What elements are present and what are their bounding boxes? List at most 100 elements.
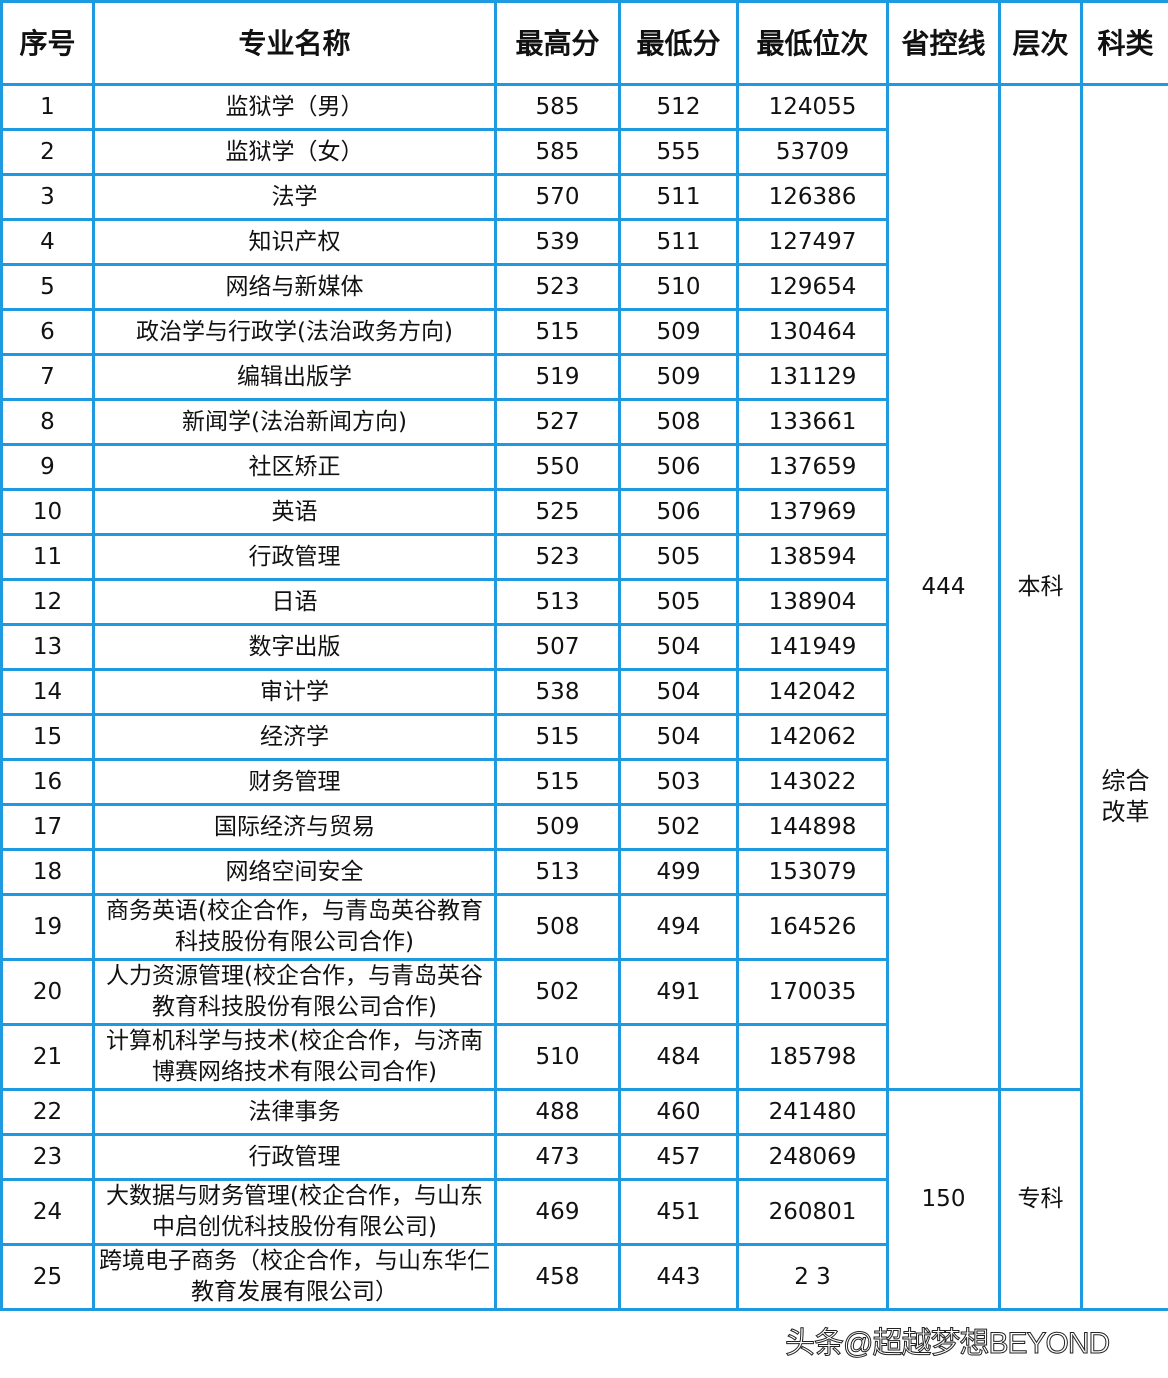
- major-name: 国际经济与贸易: [92, 803, 497, 851]
- header-row: 序号 专业名称 最高分 最低分 最低位次 省控线 层次 科类: [0, 0, 1168, 86]
- table-row: 23 行政管理 473 457 248069: [0, 1133, 1168, 1181]
- major-name: 数字出版: [92, 623, 497, 671]
- row-number: 13: [0, 623, 95, 671]
- major-name: 法律事务: [92, 1088, 497, 1136]
- min-rank: 137969: [736, 488, 889, 536]
- row-number: 2: [0, 128, 95, 176]
- max-score: 502: [494, 958, 621, 1026]
- major-name: 行政管理: [92, 1133, 497, 1181]
- table-row: 7 编辑出版学 519 509 131129: [0, 353, 1168, 401]
- row-number: 15: [0, 713, 95, 761]
- major-name: 网络与新媒体: [92, 263, 497, 311]
- table-row: 15 经济学 515 504 142062: [0, 713, 1168, 761]
- min-score: 491: [618, 958, 739, 1026]
- max-score: 458: [494, 1243, 621, 1311]
- table-row: 11 行政管理 523 505 138594: [0, 533, 1168, 581]
- major-name: 英语: [92, 488, 497, 536]
- major-name: 商务英语(校企合作，与青岛英谷教育科技股份有限公司合作): [92, 893, 497, 961]
- watermark: 头条@超越梦想BEYOND: [784, 1327, 1110, 1361]
- max-score: 509: [494, 803, 621, 851]
- row-number: 17: [0, 803, 95, 851]
- max-score: 585: [494, 128, 621, 176]
- table-row: 25 跨境电子商务（校企合作，与山东华仁教育发展有限公司） 458 443 2 3: [0, 1243, 1168, 1311]
- min-score: 509: [618, 308, 739, 356]
- major-name: 审计学: [92, 668, 497, 716]
- min-rank: 126386: [736, 173, 889, 221]
- header-category: 科类: [1080, 0, 1168, 86]
- table-row: 9 社区矫正 550 506 137659: [0, 443, 1168, 491]
- table-row: 17 国际经济与贸易 509 502 144898: [0, 803, 1168, 851]
- max-score: 550: [494, 443, 621, 491]
- major-name: 法学: [92, 173, 497, 221]
- min-score: 506: [618, 443, 739, 491]
- major-name: 人力资源管理(校企合作，与青岛英谷教育科技股份有限公司合作): [92, 958, 497, 1026]
- min-score: 504: [618, 623, 739, 671]
- min-score: 502: [618, 803, 739, 851]
- row-number: 3: [0, 173, 95, 221]
- row-number: 21: [0, 1023, 95, 1091]
- level: 本科: [998, 83, 1083, 1091]
- min-rank: 164526: [736, 893, 889, 961]
- major-name: 监狱学（男）: [92, 83, 497, 131]
- header-major: 专业名称: [92, 0, 497, 86]
- min-score: 508: [618, 398, 739, 446]
- min-rank: 144898: [736, 803, 889, 851]
- min-score: 494: [618, 893, 739, 961]
- major-name: 社区矫正: [92, 443, 497, 491]
- header-level: 层次: [998, 0, 1083, 86]
- table-row: 2 监狱学（女） 585 555 53709: [0, 128, 1168, 176]
- max-score: 523: [494, 263, 621, 311]
- table-row: 5 网络与新媒体 523 510 129654: [0, 263, 1168, 311]
- min-score: 499: [618, 848, 739, 896]
- row-number: 22: [0, 1088, 95, 1136]
- max-score: 469: [494, 1178, 621, 1246]
- min-rank: 127497: [736, 218, 889, 266]
- table-row: 16 财务管理 515 503 143022: [0, 758, 1168, 806]
- min-score: 457: [618, 1133, 739, 1181]
- min-score: 512: [618, 83, 739, 131]
- major-name: 大数据与财务管理(校企合作，与山东中启创优科技股份有限公司): [92, 1178, 497, 1246]
- min-score: 509: [618, 353, 739, 401]
- major-name: 监狱学（女）: [92, 128, 497, 176]
- row-number: 6: [0, 308, 95, 356]
- major-name: 行政管理: [92, 533, 497, 581]
- major-name: 知识产权: [92, 218, 497, 266]
- min-score: 510: [618, 263, 739, 311]
- min-rank: 170035: [736, 958, 889, 1026]
- min-score: 460: [618, 1088, 739, 1136]
- min-score: 503: [618, 758, 739, 806]
- max-score: 519: [494, 353, 621, 401]
- max-score: 585: [494, 83, 621, 131]
- category: 综合改革: [1080, 83, 1168, 1311]
- min-rank: 248069: [736, 1133, 889, 1181]
- major-name: 编辑出版学: [92, 353, 497, 401]
- row-number: 19: [0, 893, 95, 961]
- min-rank: 153079: [736, 848, 889, 896]
- level: 专科: [998, 1088, 1083, 1311]
- table-row: 3 法学 570 511 126386: [0, 173, 1168, 221]
- table-row: 20 人力资源管理(校企合作，与青岛英谷教育科技股份有限公司合作) 502 491 17…: [0, 958, 1168, 1026]
- major-name: 经济学: [92, 713, 497, 761]
- min-rank: 260801: [736, 1178, 889, 1246]
- min-rank: 141949: [736, 623, 889, 671]
- major-name: 财务管理: [92, 758, 497, 806]
- min-rank: 137659: [736, 443, 889, 491]
- row-number: 11: [0, 533, 95, 581]
- major-name: 日语: [92, 578, 497, 626]
- max-score: 570: [494, 173, 621, 221]
- admission-scores-table: 序号 专业名称 最高分 最低分 最低位次 省控线 层次 科类 1 监狱学（男） 58…: [0, 0, 1168, 1311]
- table-row: 14 审计学 538 504 142042: [0, 668, 1168, 716]
- table-body: 1 监狱学（男） 585 512 124055 444 本科 综合改革 2 监狱学（女） 585 55…: [0, 83, 1168, 1311]
- row-number: 1: [0, 83, 95, 131]
- min-score: 484: [618, 1023, 739, 1091]
- min-rank: 241480: [736, 1088, 889, 1136]
- header-min-rank: 最低位次: [736, 0, 889, 86]
- max-score: 527: [494, 398, 621, 446]
- header-no: 序号: [0, 0, 95, 86]
- row-number: 24: [0, 1178, 95, 1246]
- min-rank: 131129: [736, 353, 889, 401]
- min-rank: 133661: [736, 398, 889, 446]
- control-line: 150: [886, 1088, 1001, 1311]
- header-max-score: 最高分: [494, 0, 621, 86]
- major-name: 政治学与行政学(法治政务方向): [92, 308, 497, 356]
